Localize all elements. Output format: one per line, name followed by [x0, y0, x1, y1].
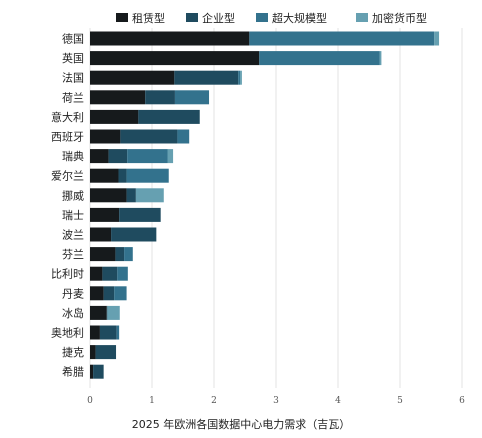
- bar-segment-s3-c1: [379, 51, 382, 66]
- category-label: 瑞士: [62, 208, 84, 222]
- bar-segment-s2-c15: [116, 325, 120, 340]
- x-tick-label: 3: [273, 396, 279, 406]
- bar-segment-s0-c5: [90, 129, 121, 144]
- category-label: 德国: [62, 32, 84, 46]
- bar-segment-s1-c6: [108, 149, 128, 164]
- legend-label: 加密货币型: [372, 11, 427, 25]
- bar-segment-s0-c12: [90, 266, 103, 281]
- category-label: 芬兰: [62, 248, 84, 261]
- x-tick-label: 0: [87, 396, 93, 406]
- x-gridlines: [89, 28, 463, 388]
- bar-segment-s0-c0: [90, 31, 250, 46]
- x-tick-label: 2: [211, 396, 217, 406]
- bar-segment-s0-c1: [90, 51, 260, 66]
- bar-segment-s3-c0: [434, 31, 440, 46]
- x-tick-label: 1: [149, 396, 155, 406]
- bar-segment-s0-c15: [90, 325, 100, 340]
- category-label: 爱尔兰: [51, 170, 84, 183]
- category-label: 奥地利: [51, 326, 84, 340]
- category-label: 荷兰: [62, 91, 84, 104]
- category-label: 希腊: [62, 365, 84, 379]
- bar-segment-s2-c3: [174, 90, 210, 105]
- x-axis-ticks: 0 1 2 3 4 5 6: [87, 396, 465, 406]
- bar-segment-s0-c9: [90, 207, 120, 222]
- bar-segment-s1-c2: [174, 70, 239, 85]
- bar-segment-s0-c16: [90, 345, 96, 360]
- bar-segment-s0-c7: [90, 168, 119, 183]
- bar-segment-s3-c8: [135, 188, 164, 203]
- bar-segment-s3-c2: [240, 70, 242, 85]
- category-label: 挪威: [62, 188, 84, 202]
- bar-segment-s1-c17: [93, 364, 104, 379]
- bar-segment-s2-c11: [124, 247, 133, 262]
- bar-segment-s3-c6: [167, 149, 174, 164]
- bar-segment-s0-c17: [90, 364, 94, 379]
- bar-segment-s1-c10: [111, 227, 157, 242]
- bar-segment-s1-c12: [102, 266, 118, 281]
- bar-segment-s2-c7: [126, 168, 169, 183]
- legend-label: 超大规模型: [272, 11, 327, 25]
- bar-segment-s0-c11: [90, 247, 116, 262]
- bar-segment-s0-c3: [90, 90, 146, 105]
- x-tick-label: 6: [459, 396, 465, 406]
- legend-label: 租赁型: [132, 11, 165, 25]
- bar-segment-s2-c2: [238, 70, 241, 85]
- bar-segment-s0-c2: [90, 70, 175, 85]
- bar-segment-s1-c4: [138, 109, 200, 124]
- category-label: 英国: [62, 51, 84, 65]
- bar-segment-s2-c1: [259, 51, 380, 66]
- category-label: 捷克: [62, 345, 84, 359]
- x-axis-label: 2025 年欧洲各国数据中心电力需求（吉瓦）: [132, 417, 351, 431]
- category-label: 西班牙: [51, 131, 84, 144]
- bar-segment-s1-c11: [115, 247, 125, 262]
- bar-segment-s0-c6: [90, 149, 109, 164]
- bar-segment-s1-c8: [126, 188, 136, 203]
- bar-segment-s2-c12: [117, 266, 128, 281]
- legend-swatch: [356, 13, 368, 22]
- bar-area: [90, 31, 440, 379]
- bar-segment-s0-c14: [90, 305, 107, 320]
- category-label: 波兰: [62, 229, 84, 242]
- legend-swatch: [186, 13, 198, 22]
- bar-segment-s1-c13: [103, 286, 115, 301]
- bar-segment-s1-c7: [118, 168, 127, 183]
- category-label: 瑞典: [62, 149, 84, 163]
- legend-label: 企业型: [202, 11, 235, 25]
- bar-segment-s3-c14: [107, 305, 120, 320]
- category-label: 冰岛: [62, 306, 84, 320]
- bar-segment-s1-c16: [95, 345, 117, 360]
- legend-swatch: [116, 13, 128, 22]
- x-tick-label: 5: [397, 396, 403, 406]
- category-label: 法国: [62, 71, 84, 85]
- bar-segment-s2-c13: [114, 286, 127, 301]
- bar-segment-s2-c5: [177, 129, 190, 144]
- category-label: 意大利: [51, 110, 84, 124]
- bar-segment-s1-c5: [120, 129, 178, 144]
- bar-segment-s0-c13: [90, 286, 104, 301]
- bar-segment-s0-c10: [90, 227, 112, 242]
- bar-segment-s0-c8: [90, 188, 127, 203]
- bar-segment-s2-c0: [249, 31, 435, 46]
- category-labels: 德国英国法国荷兰意大利西班牙瑞典爱尔兰挪威瑞士波兰芬兰比利时丹麦冰岛奥地利捷克希…: [51, 32, 84, 379]
- category-label: 比利时: [51, 268, 84, 281]
- x-tick-label: 4: [335, 396, 341, 406]
- bar-segment-s2-c6: [127, 149, 168, 164]
- category-label: 丹麦: [62, 287, 84, 300]
- bar-segment-s0-c4: [90, 109, 139, 124]
- bar-segment-s1-c3: [145, 90, 175, 105]
- legend: 租赁型 企业型 超大规模型 加密货币型: [116, 11, 427, 25]
- bar-segment-s1-c9: [119, 207, 161, 222]
- bar-segment-s1-c14: [106, 305, 108, 320]
- bar-segment-s1-c15: [99, 325, 117, 340]
- legend-swatch: [256, 13, 268, 22]
